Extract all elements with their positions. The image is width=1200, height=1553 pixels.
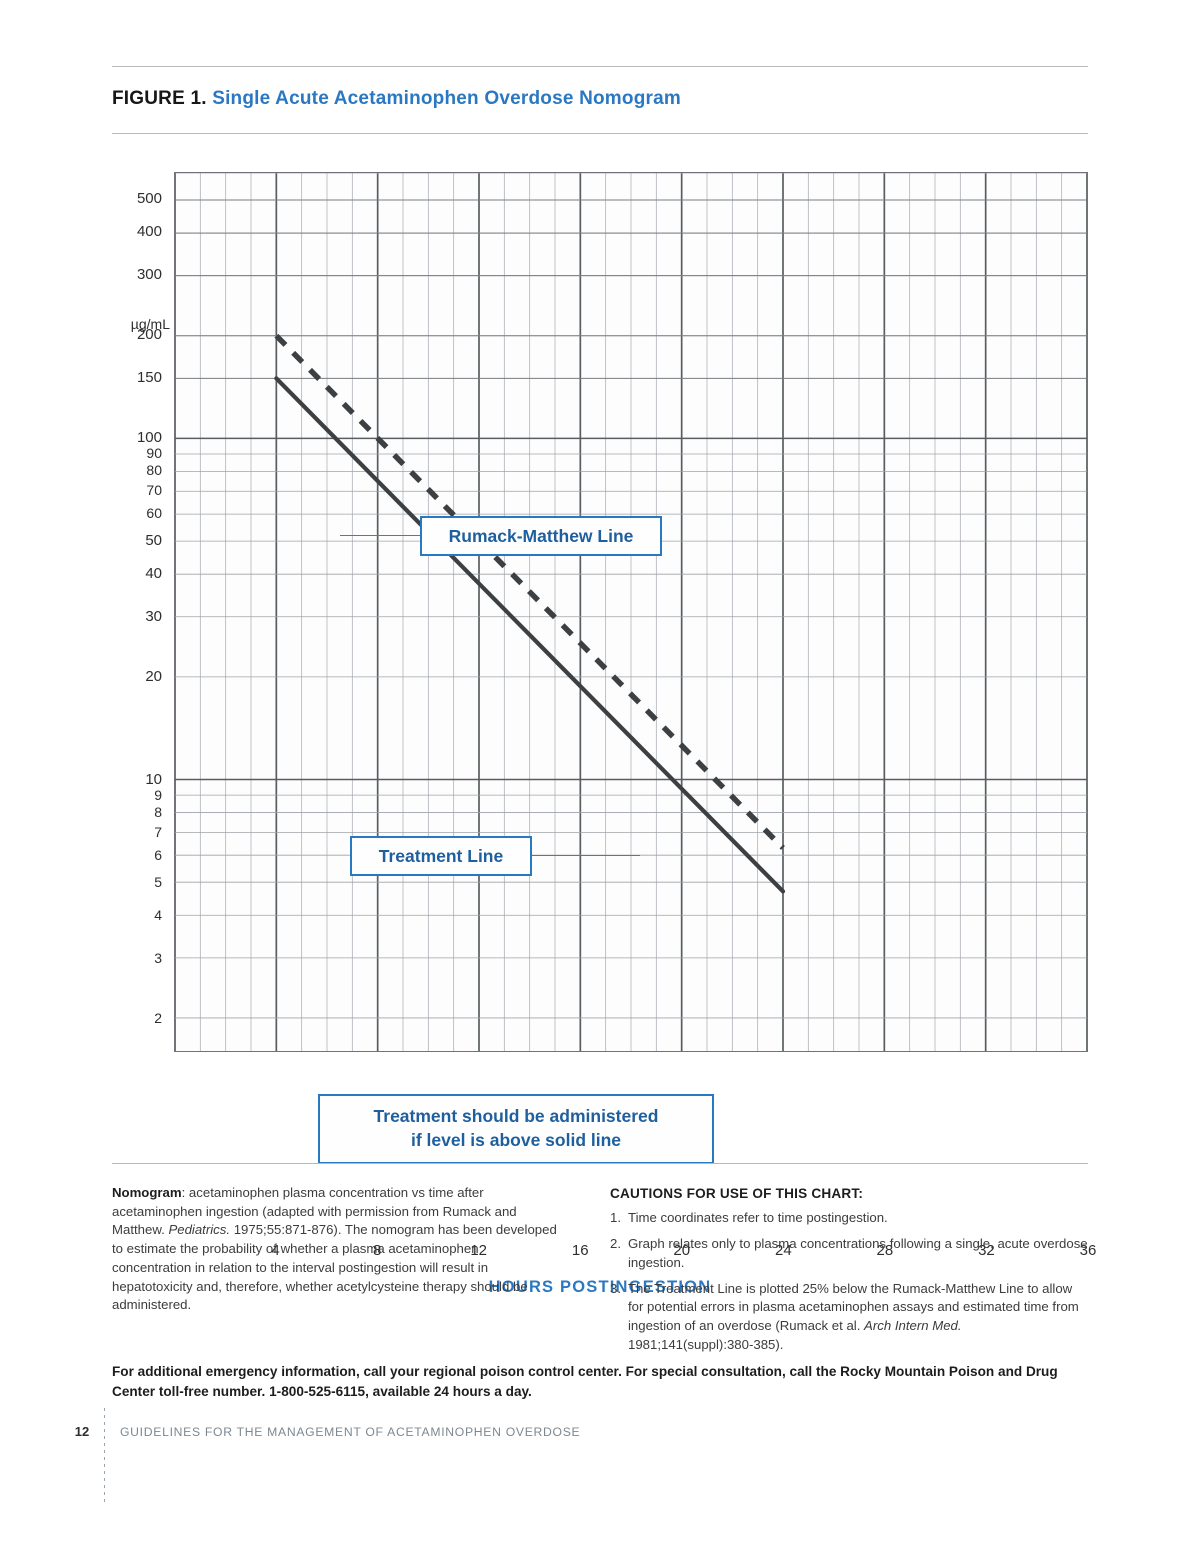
nomogram-description-text-b: 1975;55:871-876). The nomogram has been … — [112, 1222, 557, 1313]
y-axis-tick-100: 100 — [136, 429, 162, 447]
y-axis-tick-50: 50 — [145, 531, 162, 549]
x-axis-tick-36: 36 — [1079, 1242, 1097, 1259]
caution-text-3-journal: Arch Intern Med. — [864, 1317, 962, 1333]
footer-dotted-rule — [104, 1408, 105, 1504]
emergency-info-text: For additional emergency information, ca… — [112, 1364, 1058, 1400]
x-axis-tick-24: 24 — [774, 1242, 792, 1259]
annotation-admin-line1: Treatment should be administered — [373, 1106, 659, 1127]
figure-title-text: Single Acute Acetaminophen Overdose Nomo… — [212, 88, 681, 109]
divider-above-notes — [112, 1163, 1088, 1164]
running-head: GUIDELINES FOR THE MANAGEMENT OF ACETAMI… — [120, 1425, 581, 1439]
y-axis-tick-80: 80 — [146, 462, 162, 479]
nomogram-chart: µg/mL ACETAMINOPHEN PLASMA CONCENTRATION… — [0, 150, 1200, 1296]
x-axis-label: HOURS POSTINGESTION — [488, 1278, 712, 1296]
y-axis-tick-40: 40 — [145, 565, 162, 583]
caution-text-3a: The Treatment Line is plotted 25% below … — [628, 1280, 1079, 1333]
y-axis-tick-7: 7 — [154, 823, 162, 840]
y-axis-tick-6: 6 — [154, 846, 162, 863]
cautions-block: CAUTIONS FOR USE OF THIS CHART: 1. Time … — [610, 1184, 1088, 1361]
caution-text-2: Graph relates only to plasma concentrati… — [628, 1236, 1088, 1270]
x-axis-tick-28: 28 — [876, 1242, 894, 1259]
annotation-treatment-text: Treatment Line — [378, 845, 504, 866]
leader-rumack — [340, 535, 422, 537]
annotation-rumack-text: Rumack-Matthew Line — [448, 525, 634, 546]
annotation-admin-line2: if level is above solid line — [410, 1130, 622, 1150]
plot-area — [174, 172, 1088, 1052]
page-number: 12 — [74, 1424, 90, 1439]
cautions-heading: CAUTIONS FOR USE OF THIS CHART: — [610, 1186, 864, 1201]
y-axis-tick-30: 30 — [145, 607, 162, 625]
caution-item-2: 2. Graph relates only to plasma concentr… — [610, 1235, 1088, 1272]
divider-under-title — [112, 133, 1088, 134]
y-axis-tick-4: 4 — [154, 906, 162, 923]
y-axis-tick-60: 60 — [146, 504, 162, 521]
y-axis-tick-2: 2 — [154, 1009, 162, 1026]
y-axis-tick-150: 150 — [136, 368, 162, 386]
y-axis-tick-70: 70 — [146, 481, 162, 498]
y-axis-tick-300: 300 — [136, 265, 162, 283]
caution-number-1: 1. — [610, 1210, 621, 1226]
caution-number-3: 3. — [610, 1280, 621, 1296]
divider-top — [112, 66, 1088, 67]
y-axis-tick-400: 400 — [136, 223, 162, 241]
x-axis-tick-32: 32 — [978, 1242, 995, 1259]
x-axis-tick-8: 8 — [372, 1242, 382, 1259]
annotation-rumack-matthew-line: Rumack-Matthew Line — [420, 516, 662, 556]
y-axis-tick-9: 9 — [154, 786, 162, 803]
x-axis-tick-4: 4 — [271, 1242, 280, 1259]
y-axis-tick-90: 90 — [146, 444, 162, 461]
x-axis-tick-20: 20 — [673, 1242, 691, 1259]
caution-number-2: 2. — [610, 1236, 621, 1252]
caution-item-1: 1. Time coordinates refer to time postin… — [610, 1209, 1088, 1228]
y-axis-tick-10: 10 — [145, 770, 162, 788]
y-axis-tick-3: 3 — [154, 949, 162, 966]
y-axis-tick-200: 200 — [136, 326, 162, 344]
nomogram-description-journal: Pediatrics. — [168, 1222, 231, 1238]
y-axis-tick-500: 500 — [136, 190, 162, 208]
chart-gridlines — [175, 173, 1087, 1051]
caution-item-3: 3. The Treatment Line is plotted 25% bel… — [610, 1280, 1088, 1355]
nomogram-description-label: Nomogram — [112, 1185, 182, 1200]
y-axis-tick-20: 20 — [145, 667, 162, 685]
annotation-treatment-instruction: Treatment should be administered if leve… — [318, 1094, 714, 1164]
y-axis-unit: µg/mL — [130, 316, 170, 332]
caution-text-1: Time coordinates refer to time postinges… — [628, 1210, 888, 1226]
chart-series-lines — [274, 333, 786, 894]
nomogram-description: Nomogram: acetaminophen plasma concentra… — [112, 1184, 560, 1315]
caution-text-3: The Treatment Line is plotted 25% below … — [628, 1280, 1088, 1355]
y-axis-tick-5: 5 — [154, 873, 162, 890]
figure-number: FIGURE 1. — [112, 88, 207, 109]
page-title: FIGURE 1. Single Acute Acetaminophen Ove… — [112, 88, 681, 110]
nomogram-description-text-a: : acetaminophen plasma concentration vs … — [112, 1185, 517, 1238]
x-axis-tick-12: 12 — [470, 1242, 487, 1259]
annotation-treatment-line: Treatment Line — [350, 836, 532, 876]
leader-treatment — [532, 855, 640, 857]
y-axis-tick-8: 8 — [154, 804, 162, 821]
caution-text-3b: 1981;141(suppl):380-385). — [628, 1336, 784, 1352]
x-axis-tick-16: 16 — [571, 1242, 589, 1259]
